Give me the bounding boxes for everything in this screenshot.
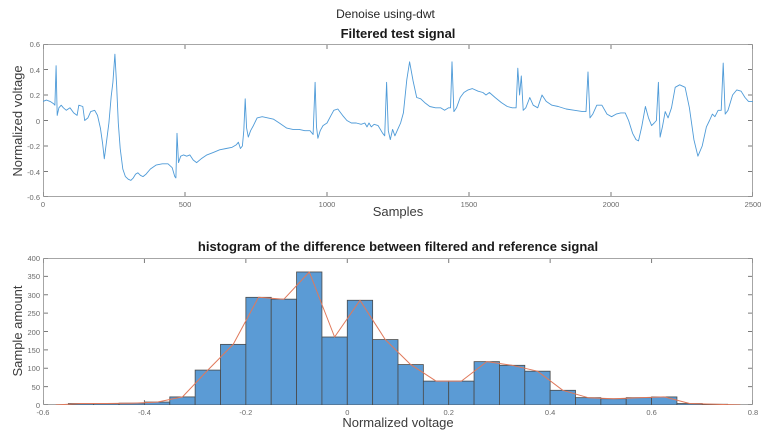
histogram-canvas — [43, 258, 753, 405]
y-tick-label: 50 — [31, 382, 40, 392]
y-tick-label: 200 — [27, 327, 40, 337]
histogram-bar — [372, 339, 399, 405]
histogram-bar — [625, 397, 652, 405]
y-tick-label: -0.6 — [27, 193, 40, 202]
y-tick-label: 150 — [27, 345, 40, 355]
x-tick-label: 2000 — [602, 200, 620, 209]
histogram-bar — [346, 299, 374, 405]
y-tick-label: 350 — [27, 272, 40, 282]
x-tick-label: 500 — [178, 200, 192, 209]
x-tick-label: 0.6 — [646, 408, 657, 417]
histogram-bar — [296, 271, 323, 405]
histogram-title: histogram of the difference between filt… — [197, 239, 599, 254]
filtered-signal-line — [43, 53, 753, 181]
x-tick-label: -0.6 — [36, 408, 50, 417]
histogram-bar — [169, 396, 196, 405]
histogram-bar — [194, 369, 221, 405]
x-tick-label: 0 — [40, 200, 46, 209]
histogram-bar — [575, 397, 602, 405]
histogram-bar — [448, 380, 475, 405]
y-tick-label: 250 — [27, 309, 40, 319]
x-tick-label: 2500 — [744, 200, 762, 209]
histogram-bar — [422, 380, 450, 405]
y-tick-label: 0.2 — [29, 91, 40, 100]
x-tick-label: 0.2 — [443, 408, 454, 417]
x-tick-label: 1500 — [460, 200, 478, 209]
histogram-bar — [651, 396, 678, 405]
signal-plot-xlabel: Samples — [372, 204, 424, 219]
signal-plot-canvas — [43, 44, 753, 197]
y-tick-label: 100 — [27, 364, 40, 374]
y-tick-label: -0.4 — [27, 167, 40, 177]
x-tick-label: 0.4 — [544, 408, 556, 417]
y-tick-label: 0 — [35, 116, 40, 126]
signal-plot-title: Filtered test signal — [340, 26, 456, 41]
histogram-bar — [473, 361, 500, 405]
x-tick-label: 0 — [345, 408, 350, 417]
y-tick-label: 400 — [27, 254, 40, 263]
y-tick-label: 300 — [27, 290, 40, 300]
histogram-bar — [321, 336, 348, 405]
histogram-bar — [600, 398, 627, 405]
histogram-xlabel: Normalized voltage — [342, 415, 454, 430]
y-tick-label: -0.2 — [27, 142, 40, 151]
histogram-bar — [499, 364, 526, 405]
histogram-bar — [270, 298, 297, 405]
distribution-fit-line — [55, 271, 741, 405]
histogram-bar — [220, 343, 247, 405]
x-tick-label: 0.8 — [747, 408, 759, 417]
y-tick-label: 0.6 — [29, 40, 40, 49]
x-tick-label: 1000 — [318, 200, 336, 209]
y-tick-label: 0.4 — [29, 65, 40, 75]
x-tick-label: -0.4 — [137, 408, 151, 417]
y-tick-label: 0 — [35, 401, 40, 410]
figure-title: Denoise using-dwt — [336, 7, 435, 21]
x-tick-label: -0.2 — [239, 408, 253, 417]
histogram-bar — [524, 370, 551, 405]
